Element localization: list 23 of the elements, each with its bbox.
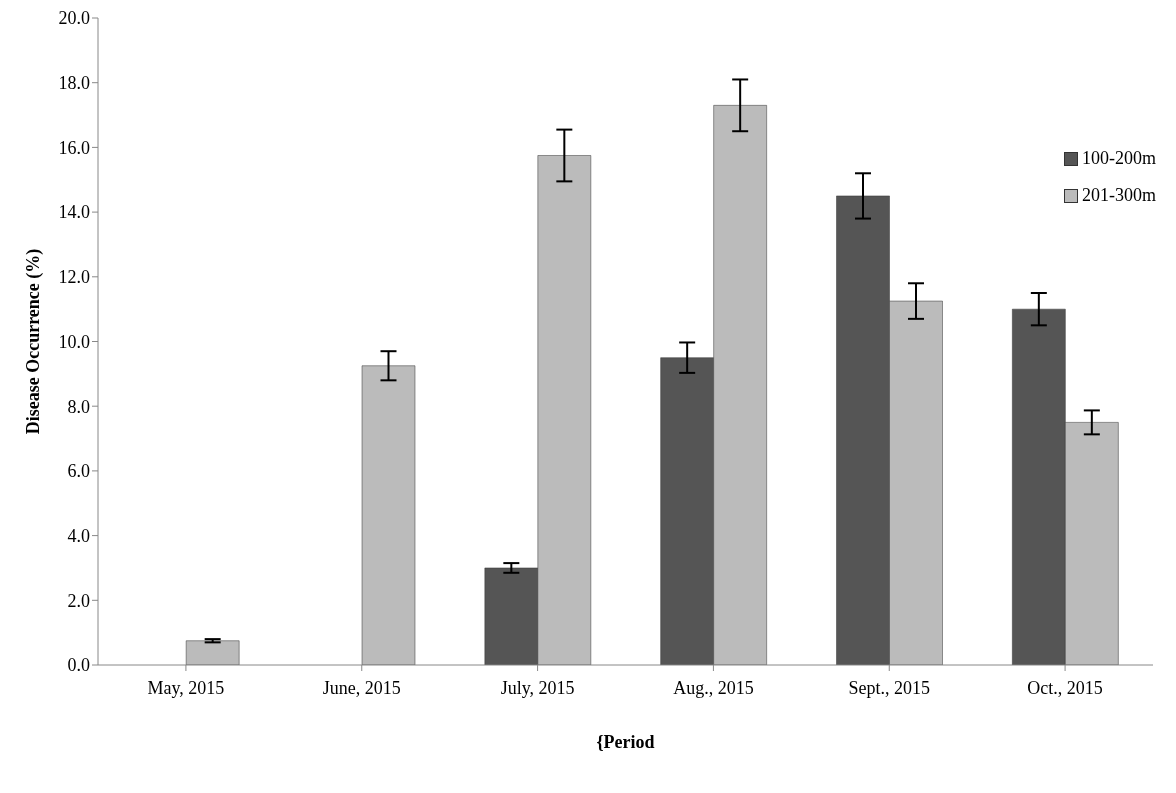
x-tick-label: Aug., 2015 — [673, 677, 754, 698]
bar — [361, 365, 416, 665]
y-tick-label: 2.0 — [67, 590, 90, 611]
x-tick-label: Sept., 2015 — [848, 677, 931, 698]
legend-label: 201-300m — [1082, 185, 1156, 206]
x-tick-label: July, 2015 — [500, 677, 575, 698]
y-tick-label: 12.0 — [58, 267, 90, 288]
bar — [185, 640, 240, 665]
y-tick-label: 18.0 — [58, 73, 90, 94]
legend-label: 100-200m — [1082, 148, 1156, 169]
y-axis-title: Disease Occurrence (%) — [23, 248, 45, 435]
y-tick-label: 16.0 — [58, 137, 90, 158]
x-tick-label: June, 2015 — [322, 677, 401, 698]
y-tick-label: 8.0 — [67, 396, 90, 417]
x-axis-title: {Period — [596, 731, 655, 752]
y-tick-label: 0.0 — [67, 655, 90, 676]
y-tick-label: 20.0 — [58, 8, 90, 29]
y-tick-label: 6.0 — [67, 461, 90, 482]
y-tick-label: 10.0 — [58, 331, 90, 352]
x-tick-label: May, 2015 — [147, 677, 225, 698]
x-tick-label: Oct., 2015 — [1027, 677, 1103, 698]
y-tick-label: 4.0 — [67, 525, 90, 546]
y-tick-label: 14.0 — [58, 202, 90, 223]
